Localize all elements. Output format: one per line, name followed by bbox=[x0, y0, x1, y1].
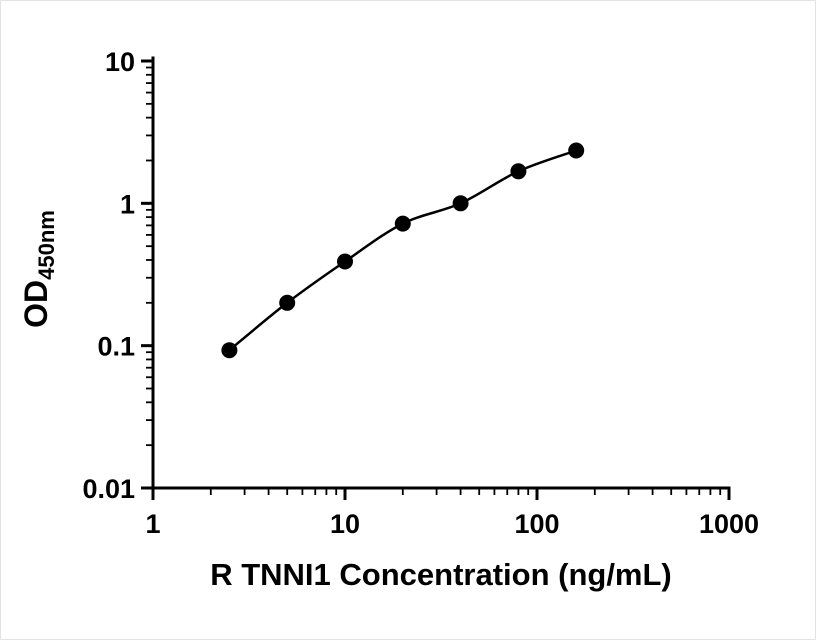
fit-curve bbox=[228, 149, 578, 352]
y-tick-label: 10 bbox=[105, 47, 135, 77]
y-axis-title: OD450nm bbox=[18, 210, 59, 328]
y-tick-label: 1 bbox=[120, 189, 135, 219]
y-tick-label: 0.1 bbox=[97, 332, 135, 362]
x-tick-label: 10 bbox=[330, 509, 360, 539]
data-point bbox=[510, 163, 527, 180]
x-tick-label: 100 bbox=[514, 509, 559, 539]
data-point bbox=[337, 253, 353, 270]
plot-layer: 1 10 100 1000 0.01 0.1 1 10 bbox=[82, 47, 759, 539]
x-tick-label: 1 bbox=[145, 509, 160, 539]
y-tick-label: 0.01 bbox=[82, 474, 135, 504]
data-point bbox=[279, 294, 296, 311]
data-point bbox=[221, 342, 238, 359]
y-axis-title-main: OD bbox=[18, 280, 54, 328]
data-point bbox=[452, 195, 469, 212]
x-axis-title: R TNNI1 Concentration (ng/mL) bbox=[210, 557, 672, 592]
y-axis-title-subscript: 450nm bbox=[34, 210, 59, 280]
data-point bbox=[568, 142, 585, 159]
data-point bbox=[394, 215, 411, 232]
x-tick-label: 1000 bbox=[699, 509, 759, 539]
